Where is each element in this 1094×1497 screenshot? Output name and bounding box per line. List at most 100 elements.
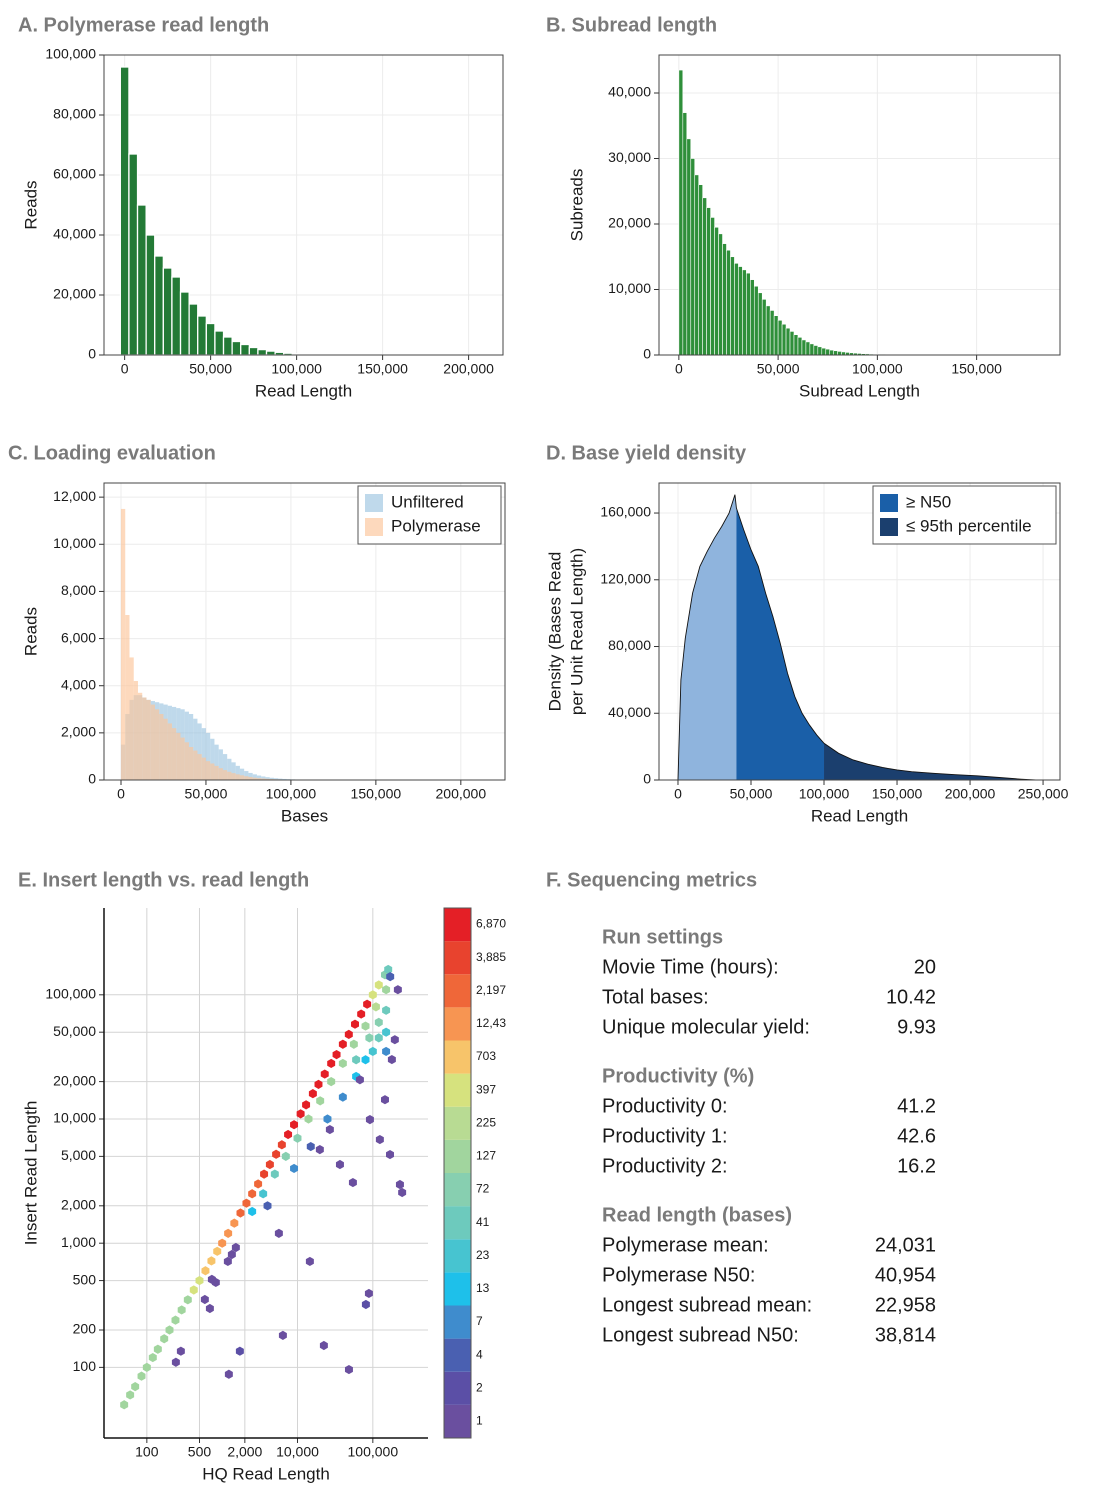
y-tick-label: 0 — [88, 346, 96, 362]
metric-label: Polymerase mean: — [602, 1234, 769, 1256]
histogram-bar — [829, 349, 834, 356]
hexbin-cell — [381, 1095, 389, 1105]
histogram-bar — [726, 249, 731, 356]
hexbin-cell — [160, 1334, 169, 1344]
colorbar-bin — [444, 1040, 471, 1074]
y-tick-label: 2,000 — [61, 724, 96, 740]
metric-label: Unique molecular yield: — [602, 1016, 810, 1038]
hexbin-cell — [302, 1100, 311, 1110]
hexbin-cell — [344, 1029, 353, 1039]
hexbin-cell — [272, 1149, 281, 1159]
x-tick-label: 0 — [117, 786, 125, 802]
histogram-bar — [256, 775, 262, 780]
hexbin-cell — [374, 1033, 383, 1043]
histogram-bar — [837, 351, 842, 356]
histogram-bar — [201, 757, 206, 780]
hexbin-cell — [218, 1238, 227, 1248]
histogram-bar — [197, 723, 202, 780]
histogram-bar — [235, 765, 240, 780]
y-axis-label: Reads — [21, 180, 40, 229]
hexbin-cell — [363, 999, 372, 1009]
histogram-bar — [690, 158, 696, 356]
colorbar-label: 225 — [476, 1115, 496, 1129]
histogram-bar — [218, 749, 223, 780]
hexbin-cell — [224, 1228, 233, 1238]
histogram-bar — [188, 747, 194, 780]
histogram-bar — [171, 728, 177, 780]
colorbar-bin — [444, 1239, 471, 1273]
x-tick-label: 10,000 — [276, 1444, 319, 1460]
hexbin-cell — [223, 1256, 232, 1267]
hexbin-cell — [231, 1242, 240, 1253]
x-tick-label: 200,000 — [436, 786, 487, 802]
panel-title: F. Sequencing metrics — [546, 869, 757, 891]
y-tick-label: 100,000 — [45, 46, 96, 62]
y-tick-label: 200 — [73, 1321, 97, 1337]
hexbin-cell — [349, 1039, 358, 1049]
hexbin-cell — [382, 1005, 391, 1015]
hexbin-cell — [327, 1058, 336, 1069]
histogram-bar — [738, 266, 743, 356]
metric-value: 22,958 — [875, 1294, 936, 1316]
section-heading: Run settings — [602, 926, 723, 948]
colorbar-label: 23 — [476, 1248, 490, 1262]
histogram-bar — [765, 305, 771, 356]
histogram-bar — [210, 738, 215, 780]
hexbin-cell — [278, 1330, 287, 1340]
y-tick-label: 30,000 — [608, 149, 651, 165]
hexbin-cell — [361, 1055, 370, 1065]
panel-title: D. Base yield density — [546, 442, 747, 464]
histogram-bar — [710, 217, 715, 356]
histogram-bar — [746, 272, 751, 356]
histogram-bar — [193, 718, 198, 780]
x-tick-label: 150,000 — [951, 361, 1002, 377]
histogram-bar — [129, 657, 134, 780]
hexbin-cell — [274, 1228, 283, 1238]
x-tick-label: 50,000 — [185, 786, 228, 802]
histogram-bar — [789, 331, 795, 356]
y-tick-label: 20,000 — [608, 215, 651, 231]
y-axis-label: Density (Bases Read — [545, 552, 564, 712]
histogram-bar — [205, 322, 216, 356]
x-axis-label: HQ Read Length — [202, 1464, 330, 1483]
hexbin-cell — [361, 1021, 370, 1031]
colorbar-label: 12,43 — [476, 1016, 506, 1030]
histogram-bar — [214, 744, 219, 780]
metric-value: 10.42 — [886, 986, 936, 1008]
hexbin-cell — [387, 1054, 396, 1065]
metric-value: 38,814 — [875, 1324, 936, 1346]
histogram-bar — [239, 768, 245, 780]
hexbin-cell — [375, 1134, 384, 1145]
hexbin-cell — [320, 1069, 329, 1079]
hexbin-cell — [236, 1208, 245, 1218]
histogram-bar — [176, 732, 181, 780]
metric-label: Polymerase N50: — [602, 1264, 755, 1286]
hexbin-cell — [265, 1159, 274, 1170]
legend-box — [872, 485, 1057, 545]
y-tick-label: 10,000 — [53, 535, 96, 551]
histogram-bar — [261, 776, 266, 780]
x-tick-label: 100,000 — [852, 361, 903, 377]
hexbin-cell — [338, 1092, 347, 1102]
histogram-bar — [682, 112, 688, 356]
hexbin-cell — [176, 1346, 185, 1356]
histogram-bar — [162, 267, 173, 356]
hexbin-cell — [306, 1141, 315, 1152]
colorbar-bin — [444, 1007, 471, 1041]
histogram-bar — [142, 697, 147, 780]
legend-label: ≤ 95th percentile — [906, 516, 1032, 535]
x-tick-label: 0 — [675, 361, 683, 377]
histogram-bar — [222, 336, 233, 356]
histogram-bar — [257, 348, 268, 356]
colorbar-label: 1 — [476, 1414, 483, 1428]
hexbin-cell — [382, 1027, 391, 1037]
histogram-bar — [128, 153, 139, 356]
plot-frame — [658, 54, 1061, 356]
histogram-bar — [227, 771, 232, 780]
hexbin-cell — [338, 1058, 347, 1069]
y-tick-label: 40,000 — [608, 704, 651, 720]
histogram-bar — [817, 346, 823, 356]
metric-value: 40,954 — [875, 1264, 936, 1286]
legend-swatch — [880, 494, 898, 512]
histogram-bar — [167, 723, 172, 780]
